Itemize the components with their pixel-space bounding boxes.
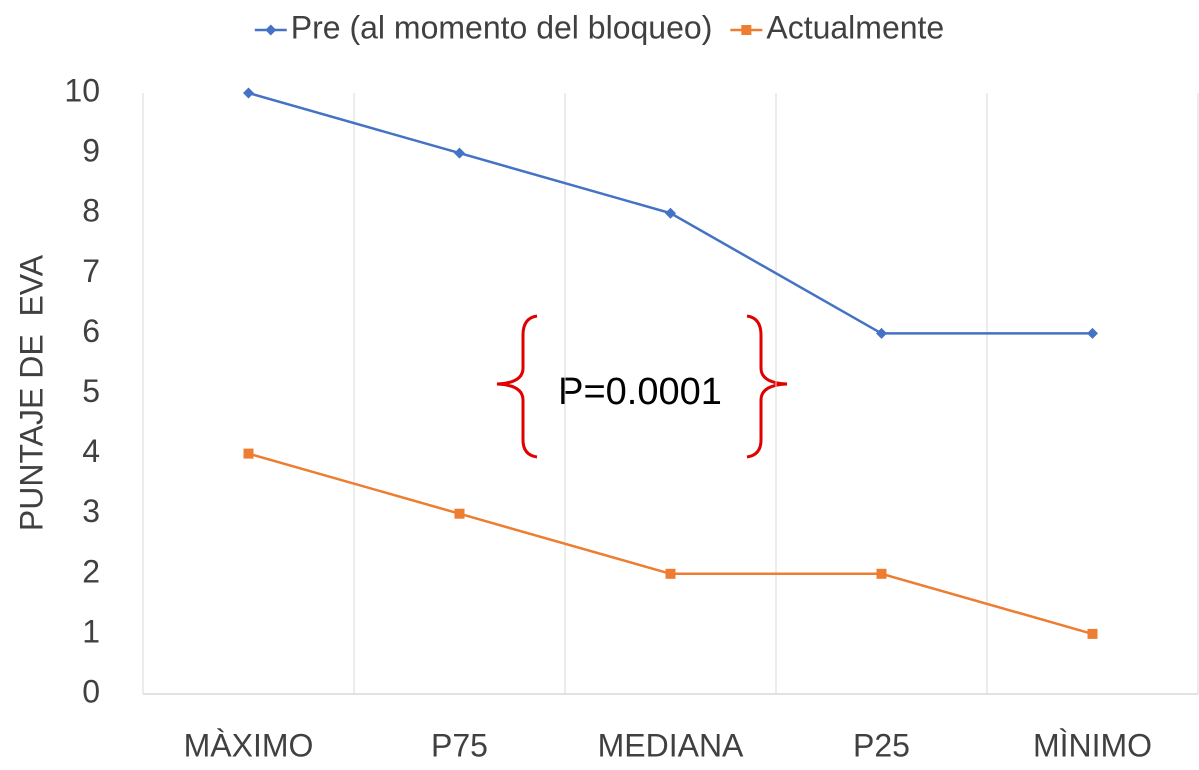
y-tick-label: 8	[82, 193, 100, 229]
legend-marker	[741, 25, 752, 35]
annotation-braces	[496, 314, 788, 459]
marker	[454, 508, 465, 519]
y-tick-label: 6	[82, 313, 100, 349]
y-tick-label: 2	[82, 553, 100, 589]
y-tick-label: 5	[82, 373, 100, 409]
left-brace	[496, 314, 538, 459]
marker	[243, 448, 254, 459]
y-tick-label: 1	[82, 613, 100, 649]
y-tick-label: 7	[82, 253, 100, 289]
marker	[1087, 327, 1098, 339]
marker	[243, 87, 254, 99]
series-line	[248, 452, 1093, 636]
x-tick-label: P75	[431, 727, 488, 763]
y-tick-label: 3	[82, 493, 100, 529]
x-tick-label: MÌNIMO	[1033, 727, 1152, 763]
x-tick-label: MEDIANA	[598, 727, 744, 763]
x-tick-label: MÀXIMO	[184, 727, 314, 763]
y-tick-label: 9	[82, 133, 100, 169]
x-tick-label: P25	[853, 727, 910, 763]
marker	[876, 568, 887, 579]
y-tick-label: 4	[82, 433, 100, 469]
legend-label: Pre (al momento del bloqueo)	[291, 9, 713, 45]
y-tick-label: 10	[64, 72, 100, 108]
right-brace	[746, 314, 788, 459]
marker	[665, 207, 676, 219]
legend-marker	[265, 24, 277, 36]
marker	[665, 568, 676, 579]
marker	[1087, 628, 1098, 639]
annotation: P=0.0001	[558, 371, 722, 413]
marker	[454, 147, 465, 159]
y-axis-title: PUNTAJE DE EVA	[13, 254, 49, 531]
y-tick-label: 0	[82, 673, 100, 709]
marker	[876, 327, 887, 339]
legend-label: Actualmente	[766, 9, 944, 45]
